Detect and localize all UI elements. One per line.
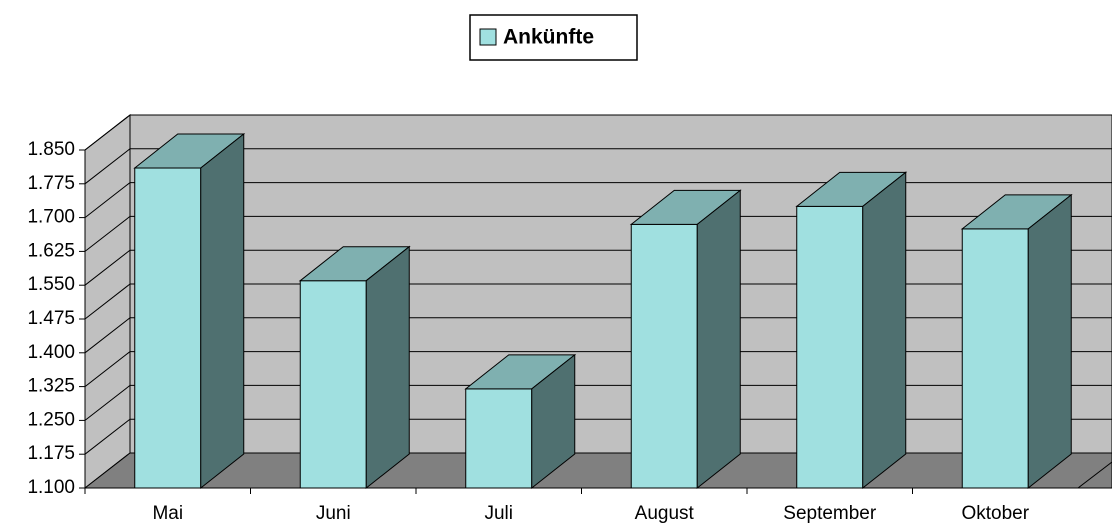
y-tick-label: 1.775 [27,173,75,194]
x-tick-label: Juni [316,503,351,524]
legend-label: Ankünfte [503,26,594,49]
grid-line [84,384,1112,421]
x-tick-label: Oktober [961,503,1029,524]
bar [961,228,1029,489]
grid-line [84,418,1112,455]
grid-line [84,148,1112,185]
y-tick-label: 1.250 [27,409,75,430]
x-tick-label: August [635,503,695,524]
grid-line [84,317,1112,354]
y-tick-label: 1.100 [27,477,75,498]
grid-line [84,215,1112,252]
legend-swatch [479,28,497,46]
bar [299,280,367,489]
bar-side [200,132,245,490]
bar [796,205,864,489]
grid-line [84,249,1112,286]
x-tick-label: Juli [484,503,513,524]
bar-side [862,171,907,490]
bar-side [1027,193,1072,490]
grid-line [84,283,1112,320]
y-tick-label: 1.400 [27,342,75,363]
y-tick-label: 1.175 [27,443,75,464]
bar [630,223,698,489]
y-tick-label: 1.850 [27,139,75,160]
bar [465,388,533,489]
bar-side [696,189,741,490]
y-tick-label: 1.550 [27,274,75,295]
bar [134,167,202,489]
y-tick-label: 1.700 [27,207,75,228]
legend [469,14,638,61]
bar-side [531,353,576,490]
grid-line [84,182,1112,218]
y-tick-label: 1.625 [27,240,75,261]
grid-line [84,351,1112,387]
y-tick-label: 1.325 [27,376,75,397]
y-tick-label: 1.475 [27,308,75,329]
x-tick-label: September [783,503,877,524]
x-tick-label: Mai [152,503,183,524]
grid-line [84,114,1112,151]
bar-side [365,245,410,490]
